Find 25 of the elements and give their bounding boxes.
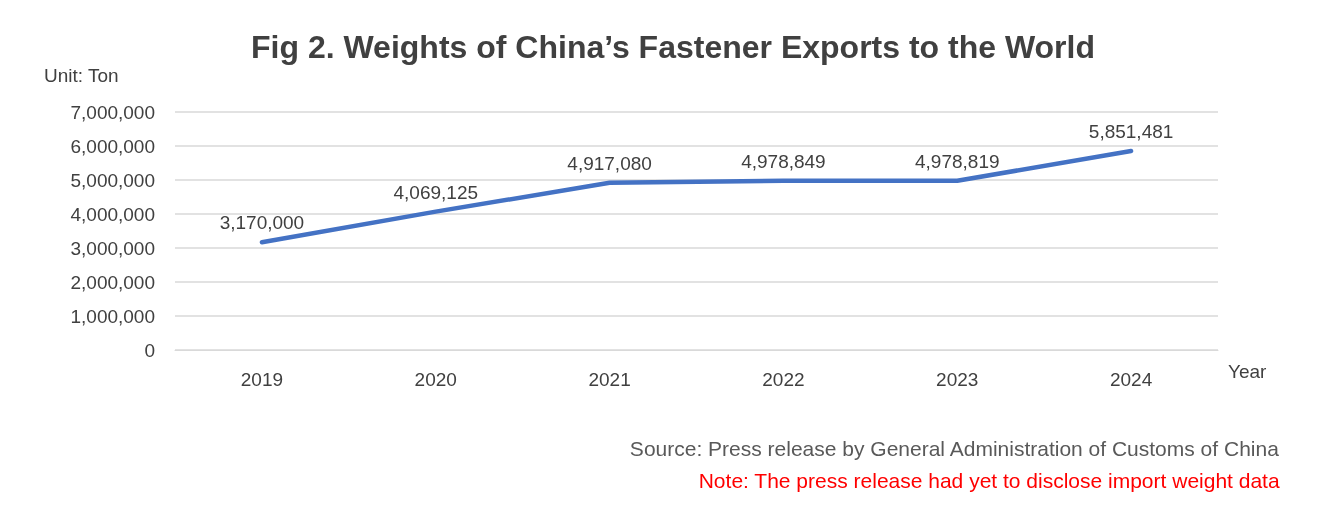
x-tick-label: 2021 <box>588 369 631 390</box>
y-axis-title: Unit: Ton <box>44 65 119 86</box>
chart-title: Fig 2. Weights of China’s Fastener Exports to the World <box>251 29 1095 65</box>
y-tick-label: 6,000,000 <box>70 135 155 157</box>
x-tick-label: 2023 <box>936 369 979 390</box>
x-tick-label: 2024 <box>1109 369 1153 390</box>
data-label: 4,917,080 <box>567 152 652 174</box>
x-axis-title: Year <box>1228 361 1268 382</box>
x-tick-label: 2019 <box>240 369 284 390</box>
data-label: 4,978,849 <box>741 150 826 172</box>
y-tick-label: 3,000,000 <box>70 237 155 259</box>
data-label: 4,978,819 <box>914 150 1000 172</box>
y-tick-label: 7,000,000 <box>70 101 155 123</box>
source-note: Source: Press release by General Administration of Customs of China <box>629 437 1280 460</box>
x-tick-label: 2020 <box>414 369 457 390</box>
y-tick-label: 0 <box>144 339 155 361</box>
y-tick-label: 4,000,000 <box>70 203 155 225</box>
text: Note: The press release had yet to disclose import weight data <box>698 469 1280 492</box>
y-tick-label: 2,000,000 <box>70 271 155 293</box>
data-label: 3,170,000 <box>219 212 305 234</box>
x-tick-label: 2022 <box>762 369 805 390</box>
data-label: 5,851,481 <box>1088 121 1174 143</box>
y-tick-label: 5,000,000 <box>70 169 155 191</box>
y-tick-label: 1,000,000 <box>70 305 155 327</box>
data-label: 4,069,125 <box>393 181 479 203</box>
